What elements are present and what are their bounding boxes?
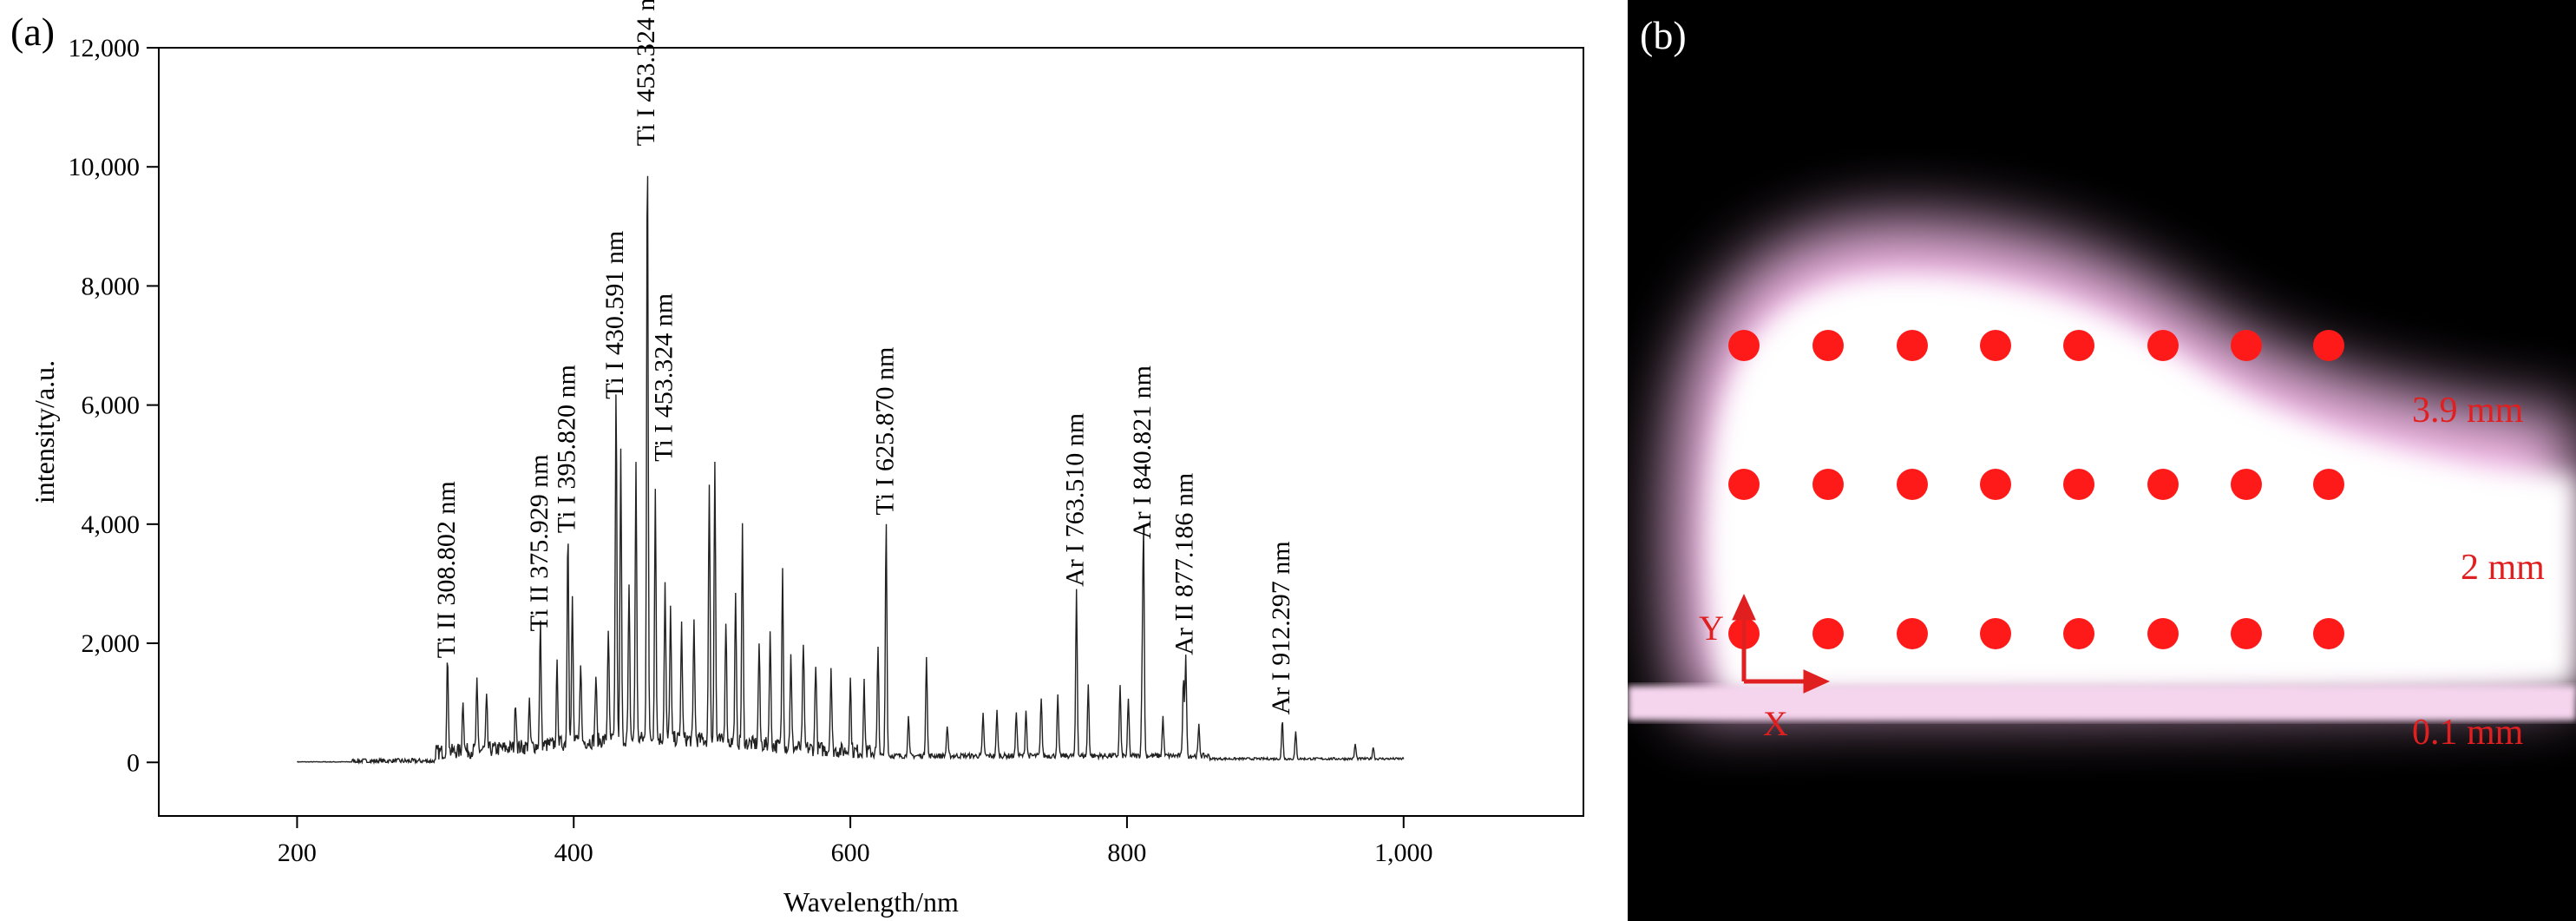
plot-frame	[158, 47, 1584, 817]
measurement-point	[2063, 618, 2094, 649]
peak-annotation: Ti I 453.324 nm	[632, 0, 660, 146]
peak-annotation: Ar I 912.297 nm	[1267, 541, 1295, 714]
axis-x-label: X	[1763, 704, 1788, 743]
y-tick-label: 4,000	[82, 510, 141, 539]
substrate-glow	[1628, 686, 2576, 720]
measurement-point	[1812, 618, 1844, 649]
x-tick-label: 1,000	[1374, 839, 1433, 867]
measurement-point	[2147, 330, 2179, 361]
measurement-point	[1897, 330, 1928, 361]
y-tick-label: 10,000	[69, 153, 141, 181]
y-tick-label: 8,000	[82, 272, 141, 300]
peak-annotation: Ti I 395.820 nm	[553, 365, 581, 533]
measurement-point	[2147, 618, 2179, 649]
measurement-point	[1728, 330, 1760, 361]
measurement-point	[1812, 330, 1844, 361]
measurement-point	[2063, 330, 2094, 361]
measurement-point	[2063, 469, 2094, 500]
peak-annotation: Ti I 625.870 nm	[870, 347, 899, 516]
peak-annotation: Ti II 375.929 nm	[525, 454, 554, 631]
peak-annotation: Ar I 763.510 nm	[1061, 413, 1090, 587]
plasma-image	[1628, 0, 2576, 921]
measurement-point	[2313, 330, 2344, 361]
panel-b-label: (b)	[1640, 13, 1687, 57]
measurement-point	[1897, 618, 1928, 649]
axis-y-label: Y	[1699, 609, 1724, 648]
peak-annotation: Ar II 877.186 nm	[1170, 473, 1199, 655]
measurement-point	[2231, 330, 2262, 361]
measurement-point	[1728, 469, 1760, 500]
measurement-point	[1897, 469, 1928, 500]
x-tick-label: 200	[278, 839, 317, 867]
panel-a-label: (a)	[10, 10, 56, 54]
y-tick-label: 12,000	[69, 34, 141, 62]
y-tick-label: 6,000	[82, 391, 141, 420]
spectrum-line	[296, 175, 1405, 766]
measurement-point	[2231, 618, 2262, 649]
distance-label-bottom: 0.1 mm	[2412, 713, 2524, 753]
x-axis-label: Wavelength/nm	[783, 886, 959, 918]
measurement-point	[2313, 469, 2344, 500]
measurement-point	[2313, 618, 2344, 649]
x-tick-label: 800	[1107, 839, 1146, 867]
distance-label-middle: 2 mm	[2461, 548, 2545, 588]
axis-arrows	[1732, 593, 1831, 694]
plasma-core	[1707, 275, 2576, 695]
measurement-point	[1812, 469, 1844, 500]
measurement-point	[1980, 330, 2011, 361]
peak-annotation: Ar I 840.821 nm	[1128, 365, 1157, 539]
peak-annotation: Ti II 308.802 nm	[432, 481, 461, 658]
x-tick-label: 400	[554, 839, 593, 867]
peak-annotation: Ti I 430.591 nm	[600, 231, 629, 399]
y-axis-label: intensity/a.u.	[29, 360, 60, 503]
measurement-point	[2147, 469, 2179, 500]
measurement-point	[1980, 618, 2011, 649]
plasma-photo: (b) 3.9 mm 2 mm 0.1 mm Y X	[1628, 0, 2576, 921]
measurement-point	[1980, 469, 2011, 500]
spectrum-chart: 200 400 600 800 1,000 0 2,000 4,000 6,000 8,000 10…	[29, 0, 1584, 918]
y-tick-label: 0	[127, 748, 140, 777]
peak-annotation: Ti I 453.324 nm	[649, 293, 678, 462]
measurement-point	[2231, 469, 2262, 500]
y-tick-label: 2,000	[82, 629, 141, 658]
x-tick-label: 600	[831, 839, 870, 867]
distance-label-top: 3.9 mm	[2412, 391, 2524, 431]
